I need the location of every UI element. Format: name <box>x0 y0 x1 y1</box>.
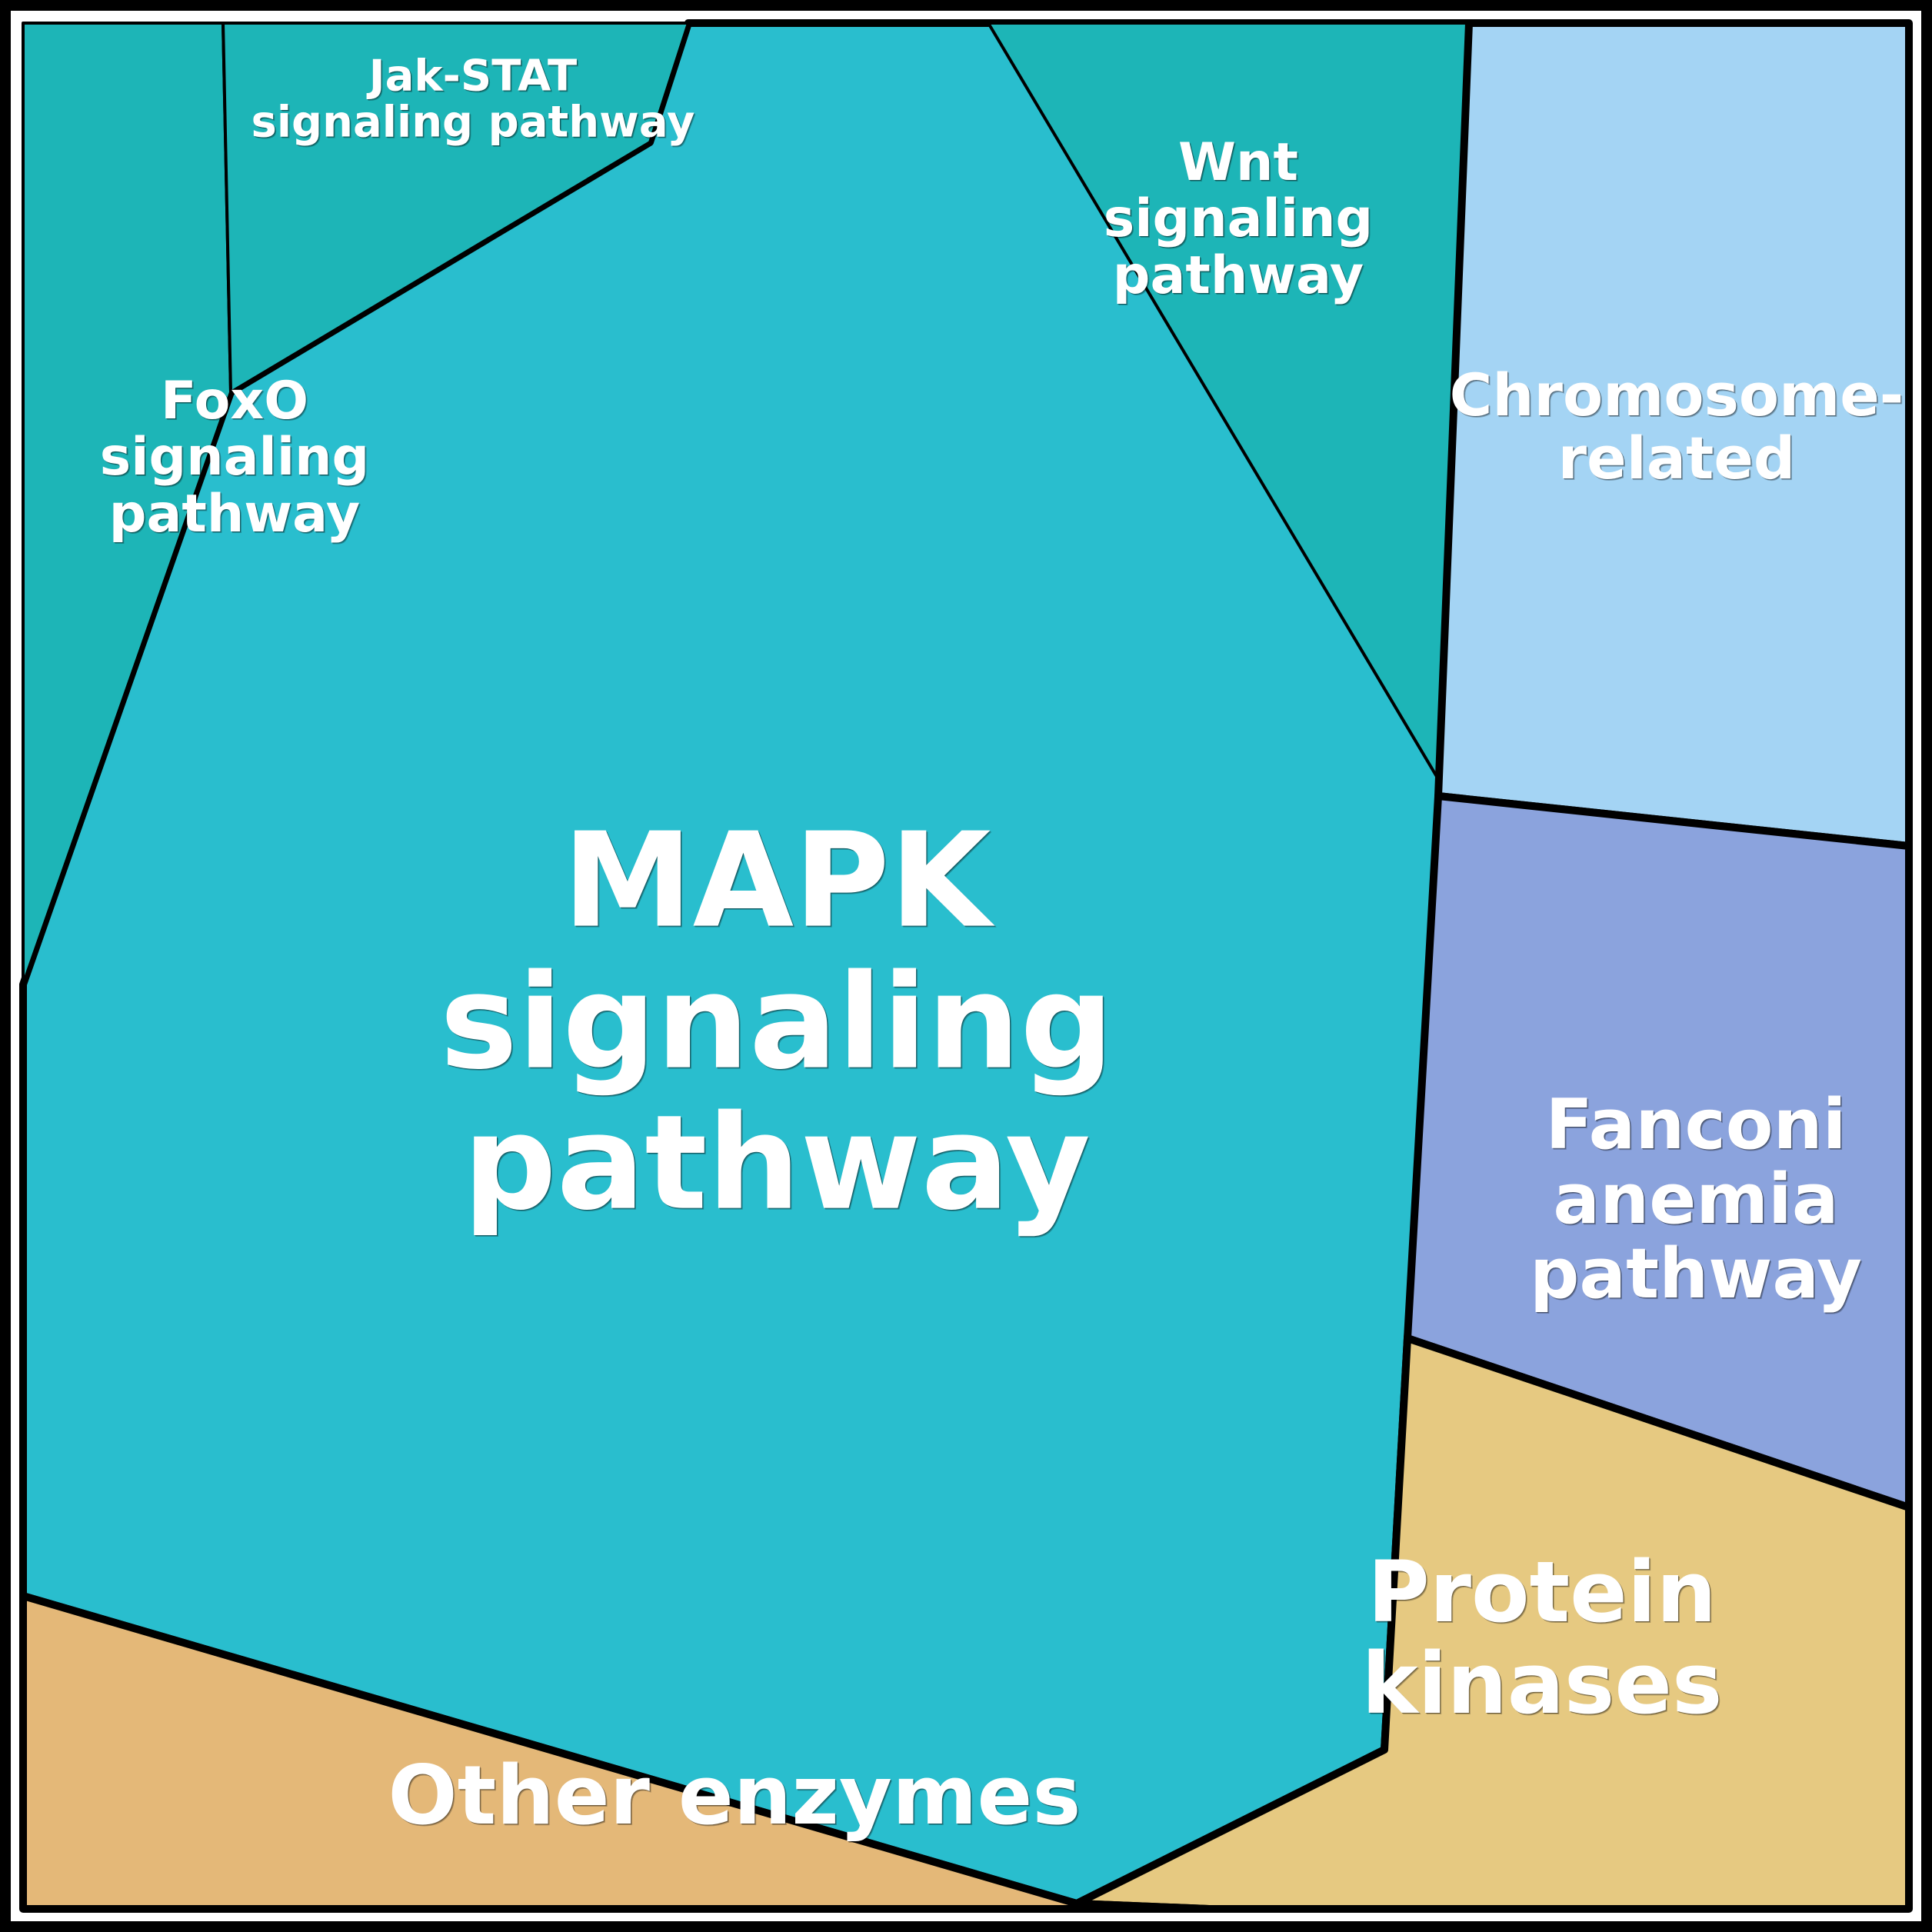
label-fanconi: Fanconi anemia pathway <box>1530 1088 1862 1312</box>
label-jakstat: Jak-STAT signaling pathway <box>251 54 695 147</box>
voronoi-treemap: MAPK signaling pathway FoxO signaling pat… <box>0 0 1932 1932</box>
label-wnt: Wnt signaling pathway <box>1104 135 1373 304</box>
label-other_enzymes: Other enzymes <box>388 1752 1081 1840</box>
label-foxo: FoxO signaling pathway <box>100 373 369 542</box>
label-chromosome: Chromosome- related <box>1450 364 1904 490</box>
label-mapk: MAPK signaling pathway <box>440 811 1114 1235</box>
label-protein_kinases: Protein kinases <box>1362 1547 1723 1730</box>
